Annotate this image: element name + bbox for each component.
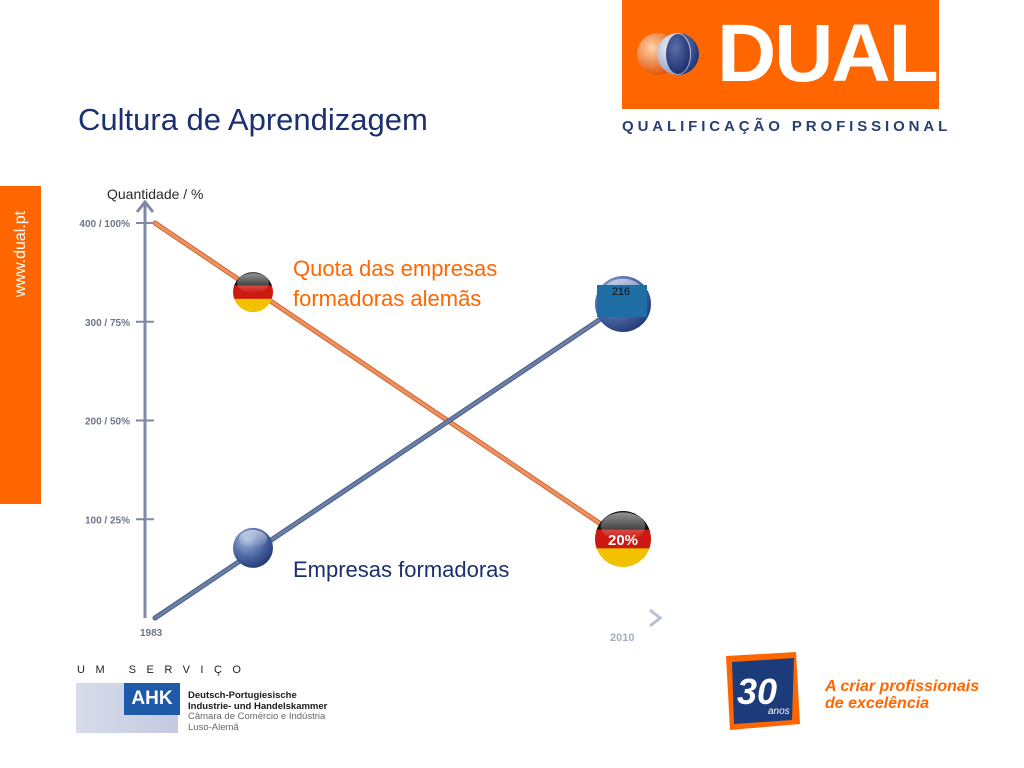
series-label: Empresas formadoras [293,557,509,582]
x-tick-label: 2010 [610,632,634,644]
y-axis-arrow [135,199,155,213]
chart-axes: 100 / 25% 200 / 50% 300 / 75% 400 / 100% 198… [79,186,663,644]
ahk-line: Industrie- und Handelskammer [188,700,328,712]
ahk-line: Câmara de Comércio e Indústria [188,711,326,722]
marker-label-box [597,284,647,317]
ahk-text: Deutsch-Portugiesische Industrie- und Ha… [188,690,328,733]
marker-label: 216 [612,286,630,298]
ahk-line: Luso-Alemã [188,721,239,733]
slide-title: Cultura de Aprendizagem [78,102,428,137]
anniversary-number: 30 [737,671,777,712]
x-tick-label: 1983 [140,628,163,639]
flag-band-gold [233,298,273,313]
series-label: Quota das empresas [293,256,497,281]
german-flag-marker: 20% [595,511,651,567]
y-tick-label: 200 / 50% [85,417,130,428]
x-axis-arrow [649,608,663,628]
ahk-badge: AHK [124,683,180,715]
german-flag-marker [233,272,273,313]
slogan-line: A criar profissionais [825,678,980,695]
chart-markers: 20% 216 [233,272,651,568]
y-tick-label: 400 / 100% [79,219,130,230]
slogan-line: de excelência [825,695,930,712]
dual-logo-text: DUAL [717,8,939,99]
anniversary-logo: 30 anos [722,650,804,732]
series-label: formadoras alemãs [293,286,481,311]
y-tick-label: 100 / 25% [85,515,130,526]
marker-label: 20% [608,532,638,549]
sphere-gloss [239,529,267,548]
footer-service-label: UM SERVIÇO [77,664,252,676]
chart-labels: Quota das empresas formadoras alemãs Empre… [293,256,509,582]
blue-sphere-marker [233,527,273,568]
flag-gloss [600,512,646,541]
dual-logo-spheres-icon [637,33,699,75]
y-axis-title: Quantidade / % [107,186,204,202]
blue-sphere-marker: 216 [595,275,651,332]
y-tick-label: 300 / 75% [85,318,130,329]
slogan: A criar profissionais de excelência [825,678,979,712]
side-tab [0,186,41,504]
series-line [153,221,625,541]
chart-series [152,220,626,621]
dual-logo [622,0,939,109]
flag-gloss [237,273,269,294]
ahk-line: Deutsch-Portugiesische [188,690,297,701]
flag-band-gold [595,548,651,567]
anniversary-unit: anos [768,706,790,717]
series-line [153,302,625,620]
anniversary-badge-icon: 30 anos [726,652,800,730]
dual-logo-subtitle: QUALIFICAÇÃO PROFISSIONAL [622,118,952,135]
